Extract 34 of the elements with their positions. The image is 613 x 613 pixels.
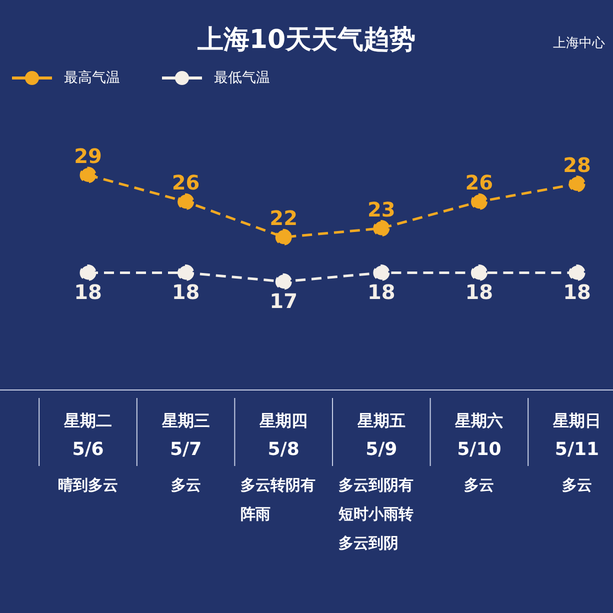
x-tick-label: 星期五 5/9 多云到阴有短时小雨转多云到阴 [338, 411, 414, 552]
data-label: 28 [563, 152, 591, 177]
point [470, 264, 488, 281]
x-tick-label: 星期日 5/11 多云 [552, 411, 601, 494]
data-label: 18 [563, 280, 591, 304]
point [470, 193, 488, 210]
data-label: 26 [172, 170, 200, 195]
data-label: 17 [270, 288, 298, 313]
point [80, 264, 96, 281]
chart-title: 上海10天天气趋势 [197, 25, 416, 55]
point [568, 264, 586, 281]
data-label: 29 [74, 144, 102, 168]
data-label: 22 [270, 206, 298, 230]
x-tick-label: 星期二 5/6 晴到多云 [58, 411, 118, 494]
point [275, 273, 292, 290]
point [178, 264, 194, 281]
point [568, 176, 586, 192]
x-tick-label: 星期六 5/10 多云 [454, 411, 504, 494]
data-label: 23 [367, 197, 396, 222]
point [373, 264, 390, 281]
point [178, 193, 194, 210]
chart-subtitle: 上海中心 [553, 35, 605, 52]
point [275, 228, 292, 246]
data-label: 26 [465, 170, 494, 195]
point [373, 220, 390, 237]
data-label: 18 [367, 280, 396, 304]
legend-label: 最高气温 [64, 69, 120, 87]
data-label: 18 [74, 280, 102, 304]
data-label: 18 [172, 280, 200, 304]
x-tick-label: 星期四 5/8 多云转阴有阵雨 [240, 411, 316, 523]
point [80, 166, 96, 184]
x-tick-label: 星期三 5/7 多云 [160, 411, 210, 494]
legend-label: 最低气温 [214, 69, 270, 87]
data-label: 18 [465, 280, 494, 304]
